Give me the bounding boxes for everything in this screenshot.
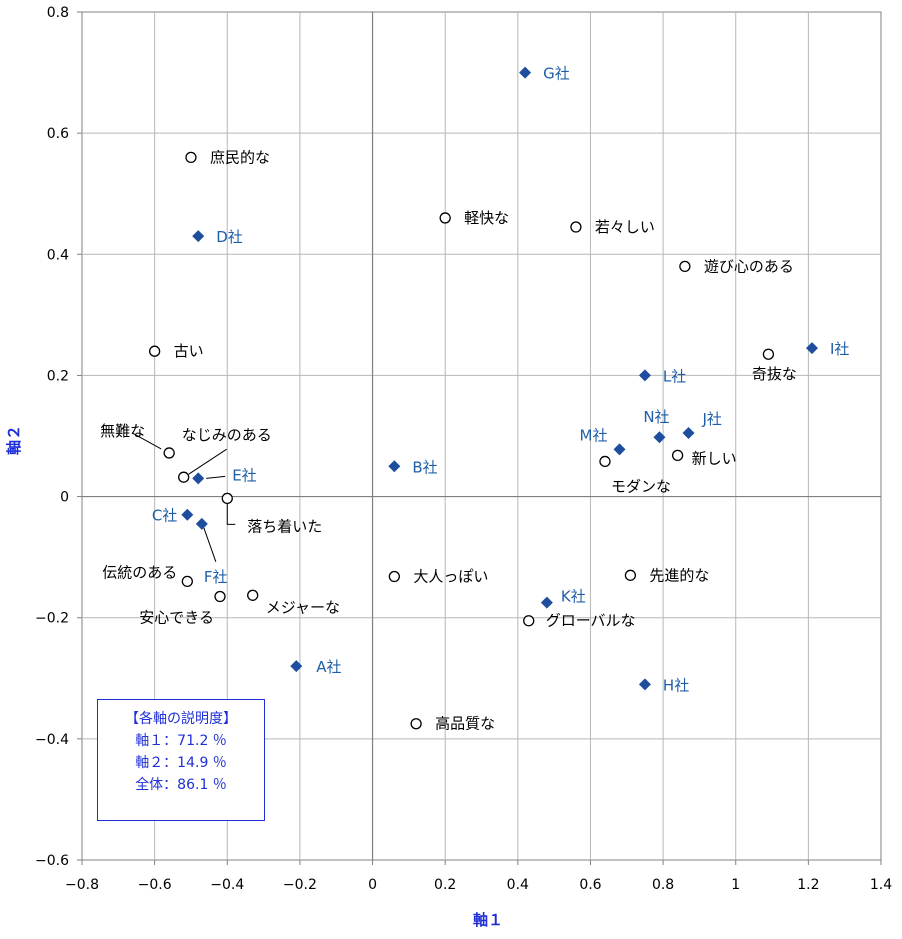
x-tick-label: 0.8	[652, 877, 674, 893]
x-tick-label: 0.2	[434, 877, 456, 893]
attribute-marker	[178, 471, 190, 483]
attribute-marker	[388, 570, 400, 583]
x-axis-title: 軸１	[473, 911, 503, 929]
x-tick-label: −0.6	[138, 877, 172, 893]
attribute-label: 遊び心のある	[704, 257, 794, 275]
company-label: M社	[580, 426, 608, 444]
y-tick-label: 0.8	[47, 5, 69, 21]
company-label: I社	[830, 340, 849, 358]
info-box-axis2: 軸２：14.9 ％	[135, 755, 227, 771]
attribute-label: 伝統のある	[102, 563, 177, 581]
x-tick-label: −0.8	[65, 877, 99, 893]
attribute-marker	[214, 590, 226, 603]
attribute-marker	[599, 455, 611, 468]
attribute-marker	[762, 348, 775, 360]
company-marker	[653, 431, 666, 444]
y-tick-label: −0.4	[35, 732, 69, 748]
x-tick-label: 1	[731, 877, 740, 893]
attribute-label: 軽快な	[464, 209, 509, 227]
leader-line	[203, 527, 217, 562]
company-marker	[192, 472, 205, 485]
attribute-marker	[439, 212, 451, 224]
attribute-marker	[570, 221, 582, 233]
company-marker	[388, 460, 401, 473]
attribute-label: 庶民的な	[210, 148, 270, 166]
y-tick-label: 0.2	[47, 368, 69, 384]
company-label: N社	[643, 408, 669, 426]
x-tick-label: 1.2	[797, 877, 819, 893]
attribute-label: 落ち着いた	[247, 517, 322, 535]
x-tick-label: 1.4	[870, 877, 892, 893]
attribute-marker	[185, 151, 197, 164]
y-tick-label: −0.6	[35, 853, 69, 869]
attribute-marker	[247, 589, 259, 601]
attribute-marker	[410, 718, 422, 730]
attribute-label: なじみのある	[182, 426, 272, 444]
attribute-label: 若々しい	[595, 218, 655, 236]
company-label: F社	[204, 568, 228, 586]
attribute-marker	[671, 449, 684, 462]
company-marker	[638, 369, 651, 382]
attribute-marker	[148, 345, 161, 357]
attribute-marker	[523, 615, 535, 627]
x-tick-label: 0	[368, 877, 377, 893]
company-marker	[519, 66, 532, 79]
company-label: C社	[152, 507, 177, 525]
attribute-label: 先進的な	[649, 566, 709, 584]
y-axis-title: 軸２	[5, 425, 23, 455]
company-label: G社	[543, 65, 570, 83]
company-label: E社	[232, 466, 256, 484]
attribute-label: 安心できる	[139, 609, 214, 627]
attribute-label: モダンな	[611, 477, 671, 495]
company-marker	[192, 230, 205, 243]
attribute-label: 奇抜な	[752, 365, 797, 383]
y-tick-label: 0	[60, 490, 69, 506]
attribute-label: グローバルな	[546, 612, 636, 630]
company-marker	[682, 426, 695, 439]
attribute-label: 新しい	[692, 449, 737, 467]
x-tick-label: −0.2	[283, 877, 317, 893]
info-box-total: 全体：86.1 ％	[135, 777, 227, 793]
attribute-marker	[181, 575, 193, 588]
attribute-label: 古い	[174, 342, 204, 360]
leader-line	[131, 432, 162, 450]
company-marker	[290, 660, 303, 673]
company-label: K社	[561, 588, 586, 606]
x-tick-label: 0.6	[579, 877, 601, 893]
leader-line	[188, 448, 227, 475]
company-marker	[195, 517, 208, 530]
company-marker	[181, 508, 194, 521]
company-label: J社	[702, 410, 722, 428]
info-box-title: 【各軸の説明度】	[125, 711, 237, 727]
company-marker	[540, 596, 553, 609]
y-tick-label: 0.6	[47, 126, 69, 142]
company-marker	[613, 443, 626, 456]
attribute-marker	[624, 569, 637, 581]
leader-line	[206, 475, 226, 479]
leader-line	[226, 503, 236, 525]
x-tick-label: 0.4	[507, 877, 529, 893]
x-tick-label: −0.4	[210, 877, 244, 893]
company-label: B社	[412, 458, 437, 476]
attribute-label: 大人っぽい	[413, 568, 488, 586]
info-box-axis1: 軸１：71.2 ％	[135, 733, 227, 749]
attribute-label: 高品質な	[435, 715, 495, 733]
y-tick-label: 0.4	[47, 247, 69, 263]
company-marker	[805, 342, 818, 355]
company-label: A社	[316, 658, 341, 676]
y-tick-label: −0.2	[35, 611, 69, 627]
attribute-marker	[221, 492, 233, 505]
explained-variance-box: 【各軸の説明度】 軸１：71.2 ％ 軸２：14.9 ％ 全体：86.1 ％	[97, 699, 265, 821]
attribute-marker	[679, 260, 691, 273]
company-label: D社	[216, 228, 243, 246]
attribute-marker	[163, 447, 175, 459]
company-marker	[638, 678, 651, 691]
company-label: L社	[663, 367, 686, 385]
attribute-label: 無難な	[100, 422, 145, 440]
attribute-label: メジャーな	[266, 598, 340, 616]
company-label: H社	[663, 676, 689, 694]
